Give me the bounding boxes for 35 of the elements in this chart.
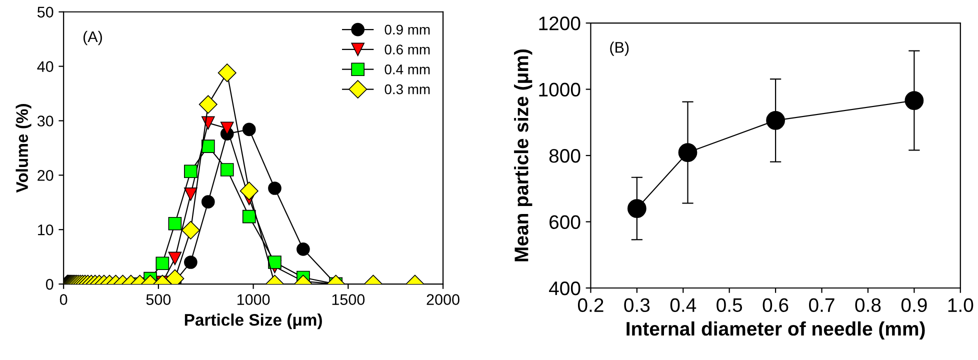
y-axis-title: Mean particle size (μm) bbox=[514, 50, 532, 262]
annotation: (B) bbox=[610, 42, 629, 56]
x-tick-label: 1.0 bbox=[948, 298, 974, 312]
x-tick-label: 0.4 bbox=[670, 298, 696, 312]
x-tick-label: 0.5 bbox=[716, 298, 742, 312]
x-tick-label: 1500 bbox=[332, 294, 365, 305]
x-tick-label: 0.8 bbox=[855, 298, 881, 312]
y-tick-label: 400 bbox=[549, 281, 580, 296]
y-tick-label: 20 bbox=[38, 170, 54, 181]
x-tick-label: 500 bbox=[146, 294, 171, 305]
legend-label: 0.9 mm bbox=[384, 24, 430, 35]
annotation: (A) bbox=[83, 30, 102, 46]
y-tick-label: 0 bbox=[46, 278, 54, 290]
legend-label: 0.6 mm bbox=[384, 44, 430, 54]
y-tick-label: 600 bbox=[550, 215, 580, 229]
x-tick-label: 1000 bbox=[237, 294, 270, 305]
x-tick-label: 2000 bbox=[426, 294, 460, 305]
y-tick-label: 30 bbox=[37, 116, 54, 126]
x-tick-label: 0.7 bbox=[809, 298, 834, 312]
x-tick-label: 0.9 bbox=[901, 298, 927, 312]
x-tick-label: 0 bbox=[60, 294, 68, 305]
y-tick-label: 10 bbox=[38, 224, 54, 236]
y-axis-title: Volume (%) bbox=[16, 104, 32, 193]
y-tick-label: 50 bbox=[37, 6, 54, 18]
y-tick-label: 1000 bbox=[539, 82, 580, 97]
x-tick-label: 0.6 bbox=[762, 298, 788, 312]
y-tick-label: 800 bbox=[549, 148, 580, 163]
x-tick-label: 0.3 bbox=[624, 298, 650, 312]
x-axis-title: Particle Size (μm) bbox=[184, 314, 322, 330]
x-axis-title: Internal diameter of needle (mm) bbox=[626, 321, 925, 340]
x-tick-label: 0.2 bbox=[578, 298, 604, 312]
y-tick-label: 40 bbox=[37, 61, 54, 72]
legend-label: 0.4 mm bbox=[384, 64, 430, 74]
legend-label: 0.3 mm bbox=[384, 84, 430, 94]
y-tick-label: 1200 bbox=[539, 16, 580, 30]
